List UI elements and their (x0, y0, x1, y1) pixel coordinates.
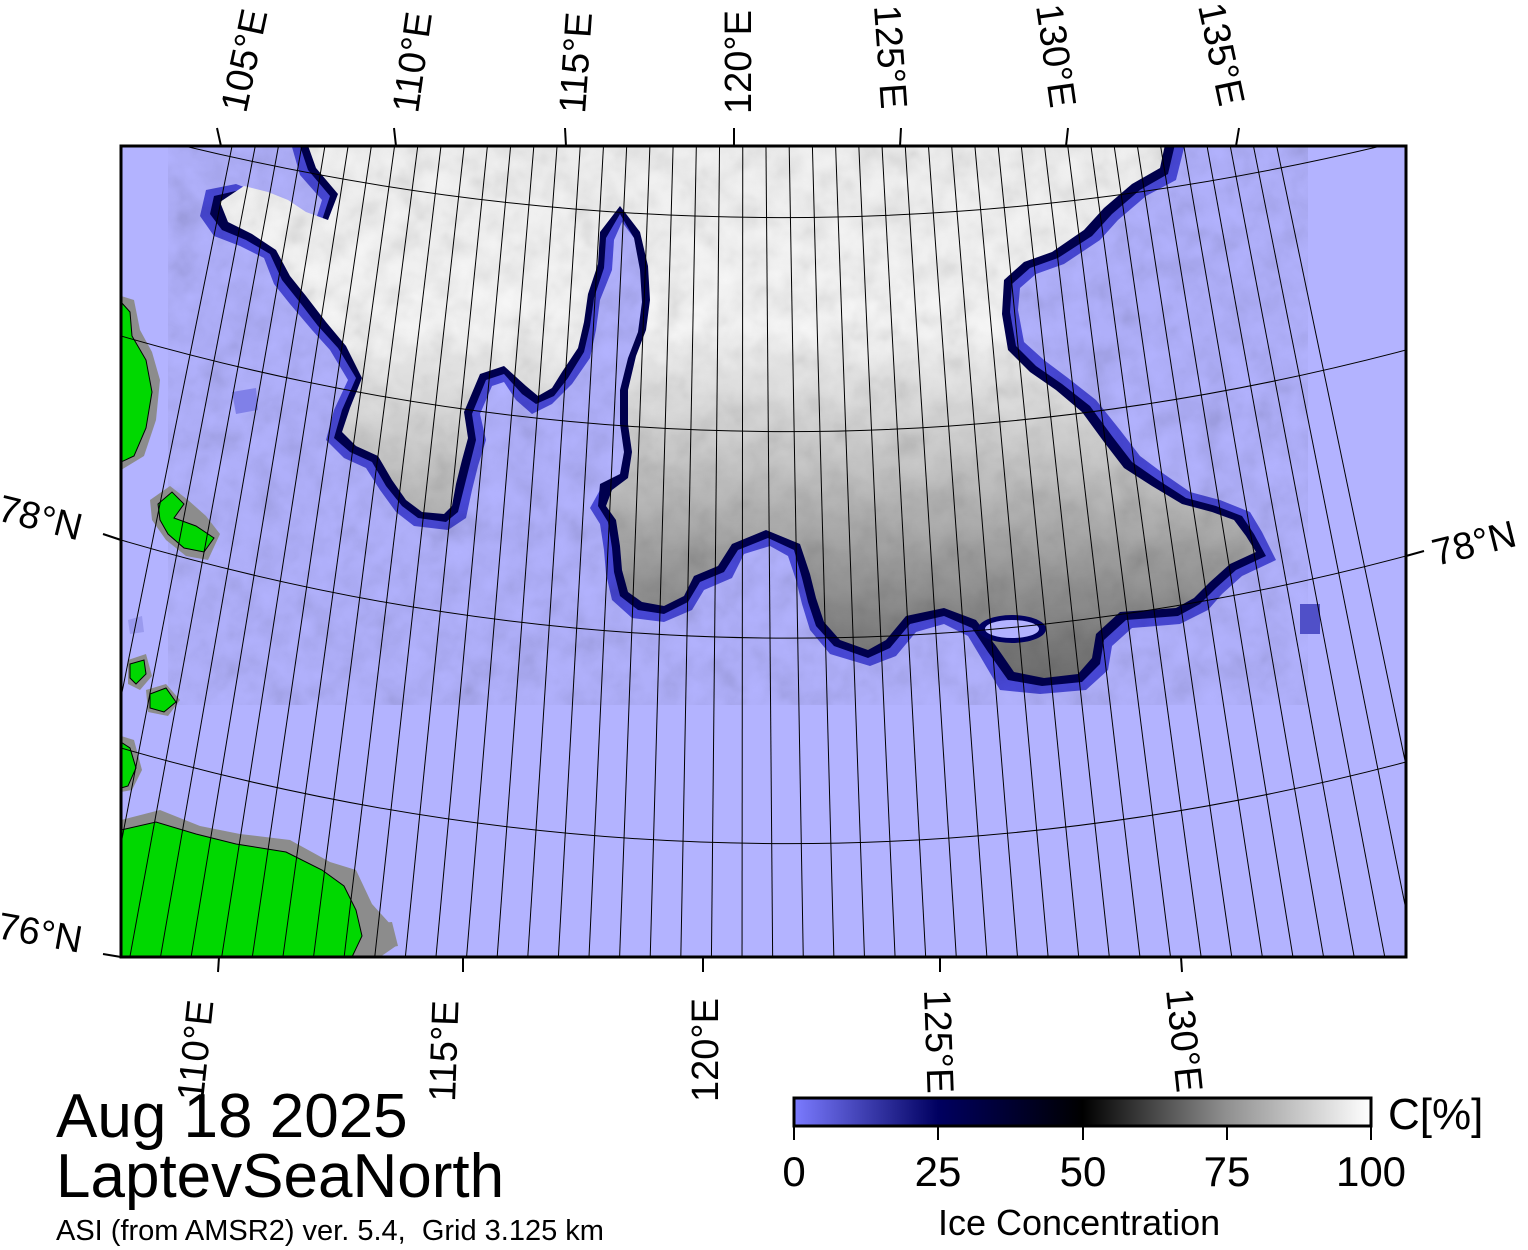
top-longitude-labels: 105°E 110°E 115°E 120°E 125°E 130°E 135°… (214, 0, 1252, 116)
top-lon-label: 120°E (718, 10, 760, 114)
top-lon-label: 125°E (865, 4, 914, 111)
meridian-line (313, 146, 419, 957)
meridian-line (811, 146, 835, 957)
meridian-line (765, 146, 774, 957)
meridian-line (1276, 146, 1406, 768)
bottom-lon-label: 120°E (685, 998, 727, 1102)
source-note: ASI (from AMSR2) ver. 5.4, Grid 3.125 km (56, 1215, 604, 1247)
top-lon-label: 115°E (552, 11, 601, 115)
top-lon-label: 105°E (214, 5, 277, 115)
colorbar-tick-label: 75 (1203, 1148, 1251, 1195)
meridian-line (680, 146, 697, 957)
meridian-line (1206, 146, 1355, 957)
meridian-line (129, 146, 279, 957)
colorbar-tick-label: 100 (1335, 1148, 1407, 1195)
meridian-line (1090, 146, 1202, 957)
axis-ticks (102, 127, 1425, 973)
meridian-line (190, 146, 326, 957)
map-area (121, 146, 1406, 957)
colorbar-title: Ice Concentration (938, 1202, 1221, 1243)
lat-label-left: 78°N (0, 488, 86, 549)
meridian-line (619, 146, 651, 957)
colorbar (792, 1096, 1373, 1140)
top-lon-label: 110°E (385, 9, 441, 115)
meridian-line (588, 146, 628, 957)
meridian-line (788, 146, 804, 957)
sea-ice-pack (200, 146, 1320, 694)
meridian-line (221, 146, 349, 957)
land (121, 296, 398, 957)
meridian-line (1252, 146, 1406, 913)
meridian-line (1020, 146, 1110, 957)
date-title: Aug 18 2025 (56, 1082, 408, 1151)
meridian-line (1183, 146, 1325, 957)
meridian-line (927, 146, 988, 957)
meridian-line (1229, 146, 1386, 957)
meridian-line (404, 146, 488, 957)
meridian-line (121, 146, 256, 847)
region-title: LaptevSeaNorth (56, 1142, 505, 1211)
lat-label-right: 78°N (1428, 513, 1521, 574)
colorbar-unit: C[%] (1388, 1090, 1484, 1139)
meridian-line (1113, 146, 1233, 957)
meridian-line (858, 146, 896, 957)
meridian-line (741, 146, 744, 957)
meridian-line (974, 146, 1049, 957)
meridian-line (121, 146, 233, 700)
meridian-line (527, 146, 581, 957)
meridian-line (557, 146, 604, 957)
meridian-line (710, 146, 721, 957)
meridian-line (997, 146, 1080, 957)
meridian-line (1044, 146, 1141, 957)
meridian-line (496, 146, 558, 957)
meridian-line (904, 146, 957, 957)
meridian-line (159, 146, 303, 957)
meridian-line (835, 146, 865, 957)
meridian-line (881, 146, 927, 957)
meridian-line (1067, 146, 1172, 957)
meridian-line (951, 146, 1019, 957)
longitude-lines (121, 146, 1406, 957)
bottom-lon-label: 125°E (915, 989, 961, 1094)
meridian-line (1136, 146, 1263, 957)
colorbar-gradient (792, 1096, 1373, 1128)
colorbar-tick-label: 0 (782, 1148, 806, 1195)
meridian-line (1160, 146, 1294, 957)
meridian-line (435, 146, 512, 957)
meridian-line (343, 146, 442, 957)
meridian-line (466, 146, 535, 957)
colorbar-tick-label: 50 (1059, 1148, 1107, 1195)
colorbar-tick-label: 25 (914, 1148, 962, 1195)
top-lon-label: 130°E (1027, 1, 1083, 110)
meridian-line (374, 146, 465, 957)
bottom-lon-label: 115°E (422, 1000, 468, 1103)
bottom-longitude-labels: 110°E 115°E 120°E 125°E 130°E (170, 987, 1210, 1103)
meridian-line (649, 146, 674, 957)
meridian-line (251, 146, 372, 957)
map-frame (119, 144, 1408, 959)
bottom-lon-label: 130°E (1157, 987, 1210, 1095)
meridian-line (282, 146, 396, 957)
lat-label-left-bottom: 76°N (0, 906, 85, 962)
top-lon-label: 135°E (1189, 0, 1252, 110)
